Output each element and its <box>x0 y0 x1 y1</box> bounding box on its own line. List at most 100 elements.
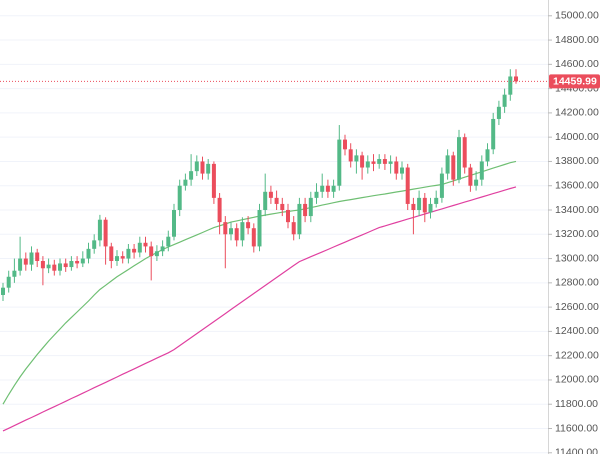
y-tick-label: 12600.00 <box>555 301 599 313</box>
y-tick-label: 13400.00 <box>555 204 599 216</box>
candle-body <box>508 76 513 95</box>
candle-body <box>109 246 114 261</box>
candle-body <box>200 161 205 174</box>
candle-body <box>479 161 484 180</box>
candle-body <box>496 106 501 119</box>
candle-body <box>331 185 336 192</box>
candle-body <box>143 242 148 247</box>
candle-body <box>445 155 450 174</box>
candle-body <box>63 263 68 268</box>
candle-body <box>405 167 410 204</box>
y-tick-label: 13800.00 <box>555 155 599 167</box>
candle-body <box>97 219 102 241</box>
candle-body <box>58 263 62 271</box>
y-tick-label: 13000.00 <box>555 252 599 264</box>
candle-body <box>189 171 194 180</box>
candle-body <box>46 264 51 269</box>
y-tick-label: 14000.00 <box>555 131 599 143</box>
candle-body <box>291 222 296 235</box>
candle-body <box>474 179 479 186</box>
candle-body <box>1 287 5 295</box>
candle-body <box>211 163 216 198</box>
candle-body <box>86 248 91 259</box>
y-tick-label: 12000.00 <box>555 374 599 386</box>
y-tick-label: 13600.00 <box>555 180 599 192</box>
candle-body <box>257 210 262 247</box>
y-tick-label: 11600.00 <box>555 422 598 434</box>
candle-body <box>183 179 188 186</box>
candle-body <box>394 161 399 174</box>
candle-body <box>308 197 313 217</box>
candle-body <box>462 137 467 168</box>
candle-body <box>251 228 256 247</box>
candle-body <box>40 260 45 269</box>
candle-body <box>132 248 137 253</box>
y-tick-label: 11400.00 <box>555 447 598 454</box>
candle-body <box>382 159 387 164</box>
candle-body <box>348 149 353 162</box>
candle-body <box>343 139 347 150</box>
candle-body <box>325 185 330 192</box>
candle-body <box>229 228 233 235</box>
candle-body <box>80 258 85 264</box>
candle-body <box>314 191 319 198</box>
last-price-badge <box>549 74 600 89</box>
candle-body <box>120 256 125 259</box>
candle-body <box>286 210 290 223</box>
candle-body <box>434 197 439 204</box>
last-price-label: 14459.99 <box>553 76 597 88</box>
candle-body <box>52 264 57 271</box>
candle-body <box>365 161 370 168</box>
y-tick-label: 15000.00 <box>555 10 599 22</box>
candle-body <box>177 185 182 211</box>
y-tick-label: 14200.00 <box>555 107 599 119</box>
y-tick-label: 12800.00 <box>555 277 599 289</box>
candle-body <box>206 163 211 174</box>
candle-body <box>400 167 404 174</box>
candle-body <box>320 185 325 192</box>
candle-body <box>263 191 268 211</box>
candle-body <box>274 197 279 204</box>
candle-body <box>18 258 23 271</box>
candle-body <box>428 203 433 213</box>
candle-body <box>411 203 416 211</box>
candle-body <box>103 219 108 247</box>
candle-body <box>75 260 80 264</box>
candle-body <box>354 155 359 162</box>
y-tick-label: 11800.00 <box>555 398 598 410</box>
candle-body <box>12 270 17 277</box>
candle-body <box>417 197 422 211</box>
candle-body <box>468 167 473 186</box>
candle-body <box>246 222 251 229</box>
candle-body <box>485 149 490 162</box>
candle-body <box>303 203 308 217</box>
candle-body <box>6 276 11 288</box>
candle-body <box>137 242 142 253</box>
candle-body <box>234 228 239 241</box>
candle-body <box>126 248 131 259</box>
candle-body <box>297 203 302 235</box>
candle-body <box>160 246 165 252</box>
candle-body <box>422 197 427 213</box>
candle-body <box>166 236 171 247</box>
candle-body <box>115 256 119 261</box>
y-tick-label: 13200.00 <box>555 228 599 240</box>
candle-body <box>29 252 34 265</box>
candle-body <box>388 161 393 164</box>
candle-body <box>35 252 40 261</box>
candle-body <box>268 191 273 198</box>
candle-body <box>172 210 176 237</box>
y-tick-label: 14600.00 <box>555 58 599 70</box>
y-tick-label: 14800.00 <box>555 34 599 46</box>
candle-body <box>377 159 382 164</box>
candle-body <box>240 222 245 241</box>
candle-body <box>502 94 507 107</box>
candle-body <box>154 251 159 257</box>
candle-body <box>491 118 496 150</box>
candle-body <box>69 260 74 268</box>
candle-body <box>371 161 376 164</box>
candle-body <box>457 137 461 180</box>
grid <box>0 15 548 454</box>
candle-body <box>451 155 456 180</box>
